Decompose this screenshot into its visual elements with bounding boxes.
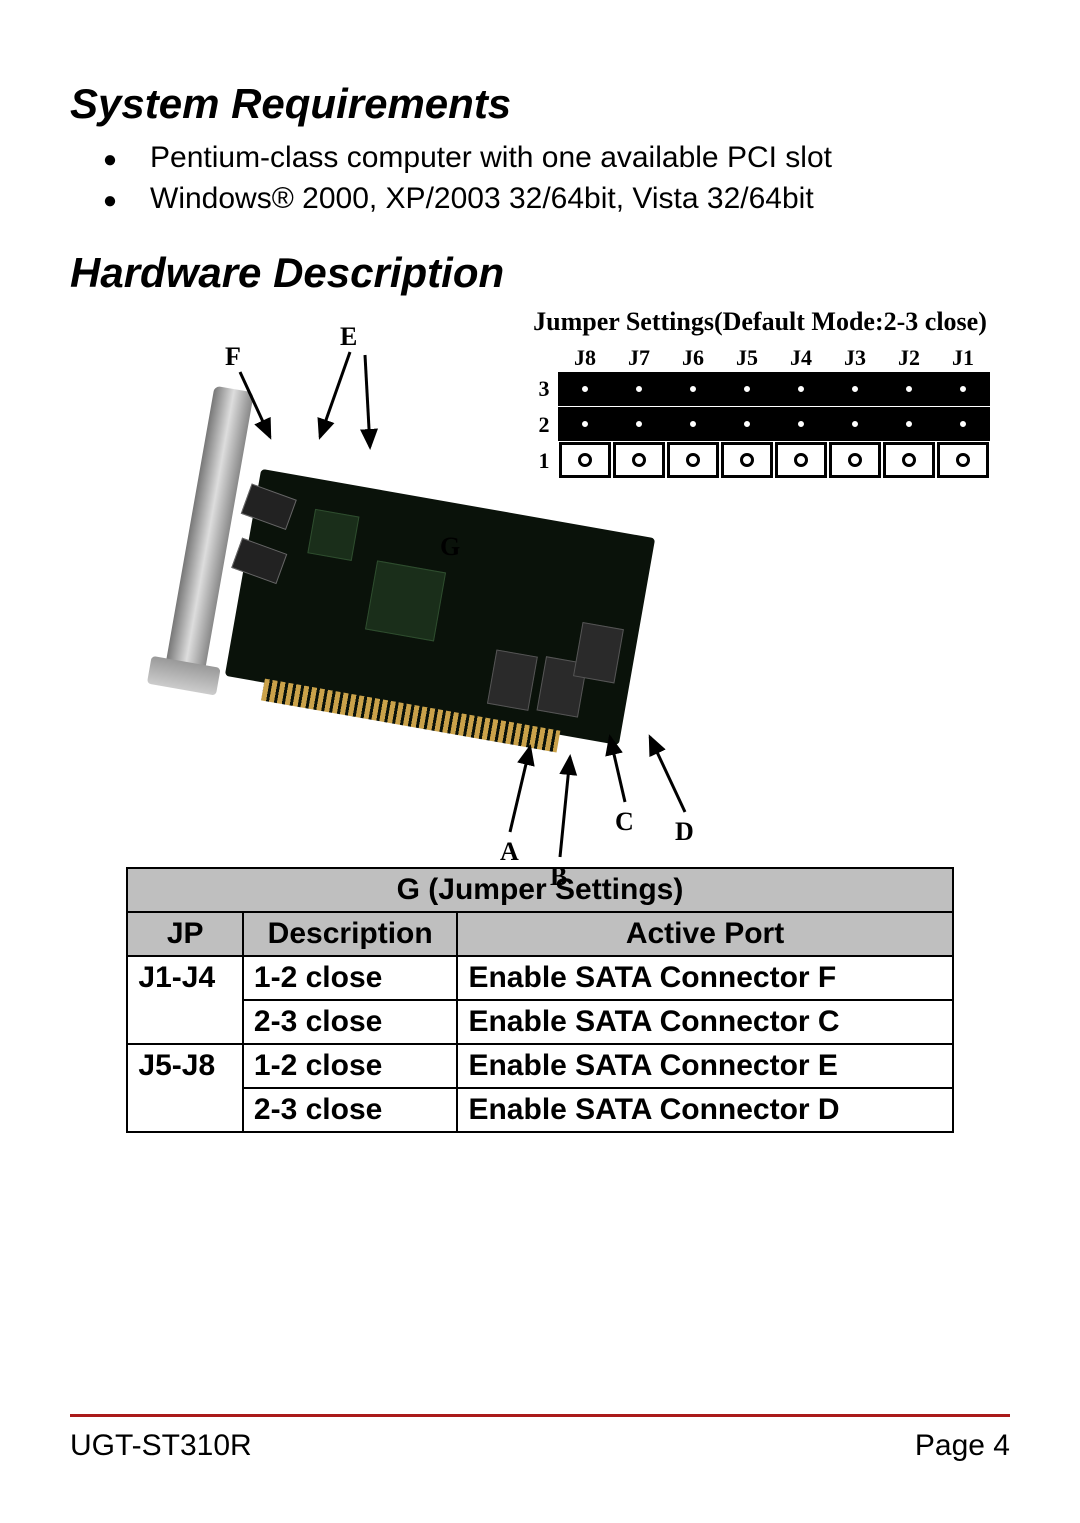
callout-a: A bbox=[500, 837, 519, 867]
jumper-col: J6 bbox=[666, 345, 720, 371]
cell-jp: J1-J4 bbox=[127, 956, 243, 1044]
system-requirements-list: ● Pentium-class computer with one availa… bbox=[70, 138, 1010, 219]
cell-desc: 2-3 close bbox=[243, 1000, 458, 1044]
table-row: 2-3 close Enable SATA Connector D bbox=[127, 1088, 952, 1132]
table-row: 2-3 close Enable SATA Connector C bbox=[127, 1000, 952, 1044]
heading-hardware-description: Hardware Description bbox=[70, 249, 1010, 297]
chip-icon bbox=[365, 560, 446, 641]
bullet-icon: ● bbox=[70, 185, 150, 217]
jumper-col: J8 bbox=[558, 345, 612, 371]
callout-g: G bbox=[440, 532, 460, 562]
jumper-row-label: 1 bbox=[530, 448, 558, 474]
hardware-figure: F E G A B C D Jumper Settings(Default Mo… bbox=[70, 307, 1010, 867]
jumper-row-open bbox=[558, 442, 990, 478]
jumper-col: J5 bbox=[720, 345, 774, 371]
esata-connector bbox=[241, 484, 297, 530]
jumper-row-label: 2 bbox=[530, 412, 558, 438]
jumper-col: J2 bbox=[882, 345, 936, 371]
cell-port: Enable SATA Connector D bbox=[457, 1088, 952, 1132]
page-content: System Requirements ● Pentium-class comp… bbox=[0, 0, 1080, 1133]
table-title-row: G (Jumper Settings) bbox=[127, 868, 952, 912]
jumper-pin-grid bbox=[558, 371, 990, 479]
callout-f: F bbox=[225, 342, 241, 372]
chip-icon bbox=[307, 509, 359, 561]
jumper-column-headers: J8 J7 J6 J5 J4 J3 J2 J1 bbox=[558, 345, 990, 371]
col-header-active-port: Active Port bbox=[457, 912, 952, 956]
col-header-jp: JP bbox=[127, 912, 243, 956]
cell-jp: J5-J8 bbox=[127, 1044, 243, 1132]
jumper-col: J3 bbox=[828, 345, 882, 371]
jumper-settings-table: G (Jumper Settings) JP Description Activ… bbox=[126, 867, 953, 1133]
callout-b: B bbox=[550, 862, 567, 892]
jumper-diagram: Jumper Settings(Default Mode:2-3 close) … bbox=[530, 307, 990, 479]
table-row: J1-J4 1-2 close Enable SATA Connector F bbox=[127, 956, 952, 1000]
jumper-col: J1 bbox=[936, 345, 990, 371]
footer-model: UGT-ST310R bbox=[70, 1429, 252, 1463]
table-row: J5-J8 1-2 close Enable SATA Connector E bbox=[127, 1044, 952, 1088]
list-item: ● Windows® 2000, XP/2003 32/64bit, Vista… bbox=[70, 179, 1010, 220]
callout-d: D bbox=[675, 817, 694, 847]
cell-desc: 1-2 close bbox=[243, 1044, 458, 1088]
col-header-description: Description bbox=[243, 912, 458, 956]
cell-port: Enable SATA Connector C bbox=[457, 1000, 952, 1044]
cell-port: Enable SATA Connector F bbox=[457, 956, 952, 1000]
callout-c: C bbox=[615, 807, 634, 837]
footer-page-number: Page 4 bbox=[915, 1429, 1010, 1463]
esata-connector bbox=[231, 538, 287, 584]
list-item-text: Pentium-class computer with one availabl… bbox=[150, 138, 832, 179]
jumper-row-closed bbox=[558, 407, 990, 441]
sata-connector bbox=[573, 622, 624, 683]
jumper-col: J4 bbox=[774, 345, 828, 371]
bullet-icon: ● bbox=[70, 144, 150, 176]
jumper-row-closed bbox=[558, 372, 990, 406]
jumper-row-label: 3 bbox=[530, 376, 558, 402]
list-item-text: Windows® 2000, XP/2003 32/64bit, Vista 3… bbox=[150, 179, 814, 220]
jumper-diagram-title: Jumper Settings(Default Mode:2-3 close) bbox=[530, 307, 990, 337]
jumper-col: J7 bbox=[612, 345, 666, 371]
cell-desc: 1-2 close bbox=[243, 956, 458, 1000]
list-item: ● Pentium-class computer with one availa… bbox=[70, 138, 1010, 179]
cell-desc: 2-3 close bbox=[243, 1088, 458, 1132]
table-title: G (Jumper Settings) bbox=[127, 868, 952, 912]
sata-connector bbox=[487, 649, 538, 710]
pci-card bbox=[225, 469, 655, 745]
callout-e: E bbox=[340, 322, 357, 352]
page-footer: UGT-ST310R Page 4 bbox=[70, 1414, 1010, 1463]
cell-port: Enable SATA Connector E bbox=[457, 1044, 952, 1088]
heading-system-requirements: System Requirements bbox=[70, 80, 1010, 128]
table-header-row: JP Description Active Port bbox=[127, 912, 952, 956]
